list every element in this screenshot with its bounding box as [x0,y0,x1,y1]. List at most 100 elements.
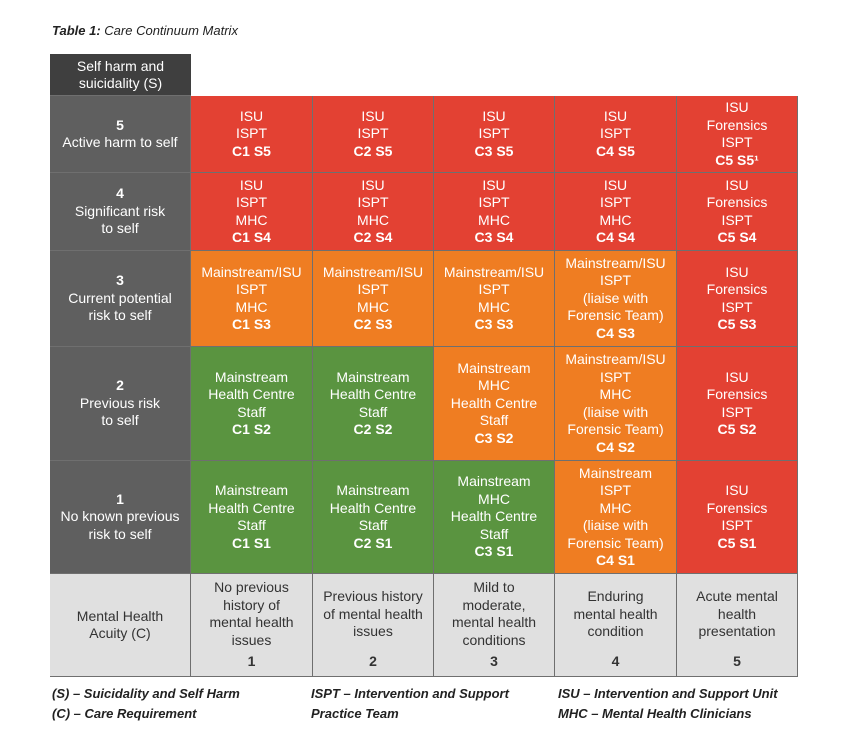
matrix-cell: ISU ISPT C1 S5 [191,96,313,173]
cell-service-line: Staff [358,517,388,533]
matrix-cell: ISU Forensics ISPT C5 S3 [677,251,798,347]
cell-service-line: MHC [478,490,510,507]
cell-service-line: Health Centre [450,394,538,411]
acuity-row-header: Mental Health Acuity (C) [50,574,191,677]
cell-code: C3 S1 [474,543,514,560]
cell-code: C3 S3 [474,316,514,332]
cell-service-line: Forensics [706,499,768,516]
cell-code: C1 S3 [232,316,271,332]
cell-service-line: ISPT [599,482,632,498]
severity-row-header: 2 Previous risk to self [50,347,191,461]
acuity-column: Previous history of mental health issues 2 [313,574,434,677]
legend-column-2: ISPT – Intervention and Support Practice… [311,684,509,724]
cell-service-line: ISPT [721,517,753,533]
cell-service-line: ISU [239,107,264,124]
cell-service-line: Mainstream/ISU [565,254,666,271]
cell-service-line: ISPT [478,125,510,142]
cell-service-line: MHC [235,298,268,315]
severity-label-line: risk to self [88,307,152,324]
cell-service-line: ISPT [599,194,632,210]
header-blank [191,54,313,96]
cell-code: C2 S4 [353,229,393,245]
cell-service-line: ISU [725,176,749,193]
cell-service-line: Mainstream [336,482,410,498]
cell-code: C1 S2 [232,421,271,437]
cell-service-line: ISPT [235,194,268,210]
caption-title: Care Continuum Matrix [104,23,238,38]
severity-row-header: 4 Significant risk to self [50,173,191,251]
acuity-description-line: Previous history [323,588,423,604]
severity-level: 4 [116,185,124,202]
cell-code: C2 S5 [353,142,393,159]
severity-row-header: 3 Current potential risk to self [50,251,191,347]
acuity-description: Previous history of mental health issues [323,578,423,651]
cell-service-line: ISPT [357,125,389,142]
cell-service-line: Staff [358,403,388,420]
cell-service-line: Mainstream/ISU [443,263,545,280]
cell-code: C5 S3 [717,316,757,332]
matrix-cell: Mainstream Health Centre Staff C1 S2 [191,347,313,461]
cell-service-line: Staff [237,517,266,533]
cell-service-line: (liaise with [582,403,649,420]
cell-service-line: ISPT [357,194,389,210]
severity-label-line: Active harm to self [62,134,178,150]
cell-service-line: MHC [357,211,389,228]
cell-service-line: ISU [725,482,749,498]
care-continuum-matrix: Self harm and suicidality (S) 5 Active harm… [50,54,798,677]
cell-service-line: MHC [599,499,632,516]
acuity-column: Mild to moderate, mental health conditions 3 [434,574,555,677]
cell-service-line: (liaise with [582,289,649,306]
matrix-cell: ISU ISPT C3 S5 [434,96,555,173]
matrix-cell: Mainstream Health Centre Staff C1 S1 [191,461,313,574]
cell-service-line: ISPT [721,298,753,315]
cell-service-line: MHC [478,298,510,315]
severity-label-line: to self [101,220,139,237]
acuity-description-line: history of [223,596,280,613]
cell-code: C4 S2 [596,438,635,455]
cell-service-line: ISU [239,176,264,193]
cell-service-line: MHC [478,377,510,394]
acuity-level: 3 [490,652,498,669]
header-blank [313,54,434,96]
matrix-cell: Mainstream/ISU ISPT MHC C2 S3 [313,251,434,347]
cell-service-line: Forensics [706,116,768,133]
cell-service-line: ISU [603,176,628,193]
legend-item: MHC – Mental Health Clinicians [558,706,752,721]
severity-label-line: Previous risk [79,394,161,411]
severity-label-line: risk to self [88,525,152,542]
cell-service-line: ISPT [235,281,268,297]
acuity-description-line: of mental health [323,605,423,622]
cell-service-line: Health Centre [450,508,538,525]
acuity-column: Enduring mental health condition 4 [555,574,677,677]
cell-service-line: ISU [603,107,628,124]
cell-service-line: Mainstream [214,368,289,385]
cell-service-line: ISPT [357,281,389,297]
acuity-description-line: mental health [209,614,294,631]
cell-service-line: Forensics [706,281,768,297]
matrix-cell: Mainstream/ISU ISPT MHC (liaise with Forensi… [555,347,677,461]
header-blank [555,54,677,96]
acuity-description-line: issues [353,623,393,639]
severity-row-header: 1 No known previous risk to self [50,461,191,574]
severity-row-header: 5 Active harm to self [50,96,191,173]
acuity-label-line: Mental Health [76,607,164,624]
cell-service-line: ISPT [721,211,753,228]
cell-service-line: ISU [361,176,385,193]
matrix-cell: ISU ISPT C4 S5 [555,96,677,173]
cell-service-line: Mainstream/ISU [565,351,666,367]
cell-service-line: MHC [599,386,632,402]
cell-service-line: (liaise with [582,517,649,533]
legend-item: ISPT – Intervention and Support [311,686,509,701]
matrix-cell: ISU ISPT C2 S5 [313,96,434,173]
acuity-description-line: Acute mental [696,588,778,604]
severity-level: 2 [116,377,124,394]
cell-service-line: Health Centre [208,386,295,402]
acuity-description-line: Enduring [587,588,644,604]
cell-code: C2 S3 [353,316,393,332]
acuity-description: No previous history of mental health issues [209,578,293,651]
matrix-cell: Mainstream Health Centre Staff C2 S1 [313,461,434,574]
matrix-cell: Mainstream MHC Health Centre Staff C3 S1 [434,461,555,574]
acuity-column: No previous history of mental health issues… [191,574,313,677]
cell-service-line: Forensics [706,194,768,210]
cell-service-line: ISPT [478,281,510,297]
